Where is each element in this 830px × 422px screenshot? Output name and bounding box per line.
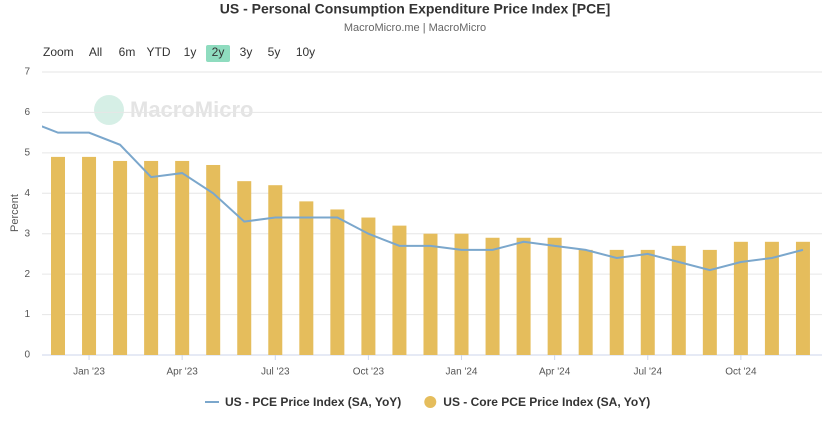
y-tick-label: 0 [24, 350, 30, 361]
y-tick-label: 5 [24, 147, 30, 158]
range-button[interactable]: 6m [119, 45, 136, 59]
bar [454, 233, 469, 355]
zoom-label: Zoom [43, 45, 74, 59]
x-tick-label: Apr '24 [539, 367, 571, 378]
chart-title: US - Personal Consumption Expenditure Pr… [220, 1, 611, 17]
range-button[interactable]: 1y [184, 45, 197, 59]
x-tick-label: Apr '23 [166, 367, 198, 378]
bar [144, 160, 159, 355]
y-tick-label: 6 [24, 107, 30, 118]
y-tick-label: 7 [24, 67, 30, 78]
bar [51, 156, 65, 355]
x-tick-label: Oct '23 [353, 367, 385, 378]
range-button[interactable]: 2y [212, 45, 225, 59]
watermark: MacroMicro [130, 97, 253, 122]
y-axis-label: Percent [9, 194, 21, 232]
bar [237, 181, 252, 355]
bar [671, 245, 686, 355]
x-tick-label: Jul '24 [633, 367, 662, 378]
x-tick-label: Oct '24 [725, 367, 757, 378]
x-tick-label: Jan '23 [73, 367, 105, 378]
bar [206, 164, 221, 355]
bar [547, 237, 562, 355]
bar [268, 185, 283, 355]
y-tick-label: 1 [24, 309, 30, 320]
y-tick-label: 4 [24, 188, 30, 199]
x-tick-label: Jul '23 [261, 367, 290, 378]
bar [82, 156, 97, 355]
bar [702, 249, 717, 355]
bar [330, 209, 345, 355]
bar [485, 237, 500, 355]
bar [175, 160, 190, 355]
bar [795, 241, 810, 355]
x-tick-label: Jan '24 [446, 367, 478, 378]
range-button-bg [206, 45, 230, 62]
chart-subtitle: MacroMicro.me | MacroMicro [344, 22, 486, 34]
range-button[interactable]: YTD [147, 45, 171, 59]
bar [392, 225, 407, 355]
bar [516, 237, 531, 355]
legend-symbol [424, 396, 437, 408]
watermark-icon [94, 95, 124, 125]
bar [423, 233, 438, 355]
range-button[interactable]: 3y [240, 45, 253, 59]
bar [578, 249, 593, 355]
y-tick-label: 3 [24, 228, 30, 239]
bar [299, 201, 314, 355]
range-button[interactable]: 5y [268, 45, 281, 59]
range-button[interactable]: All [89, 45, 102, 59]
legend-label[interactable]: US - PCE Price Index (SA, YoY) [225, 395, 401, 409]
plot-area [42, 125, 810, 355]
bar [609, 249, 624, 355]
bar [640, 249, 655, 355]
range-button[interactable]: 10y [296, 45, 315, 59]
legend-label[interactable]: US - Core PCE Price Index (SA, YoY) [443, 395, 650, 409]
bar [733, 241, 748, 355]
bar [764, 241, 779, 355]
y-tick-label: 2 [24, 269, 30, 280]
line [42, 125, 804, 272]
bar [361, 217, 376, 355]
bar [113, 160, 128, 355]
